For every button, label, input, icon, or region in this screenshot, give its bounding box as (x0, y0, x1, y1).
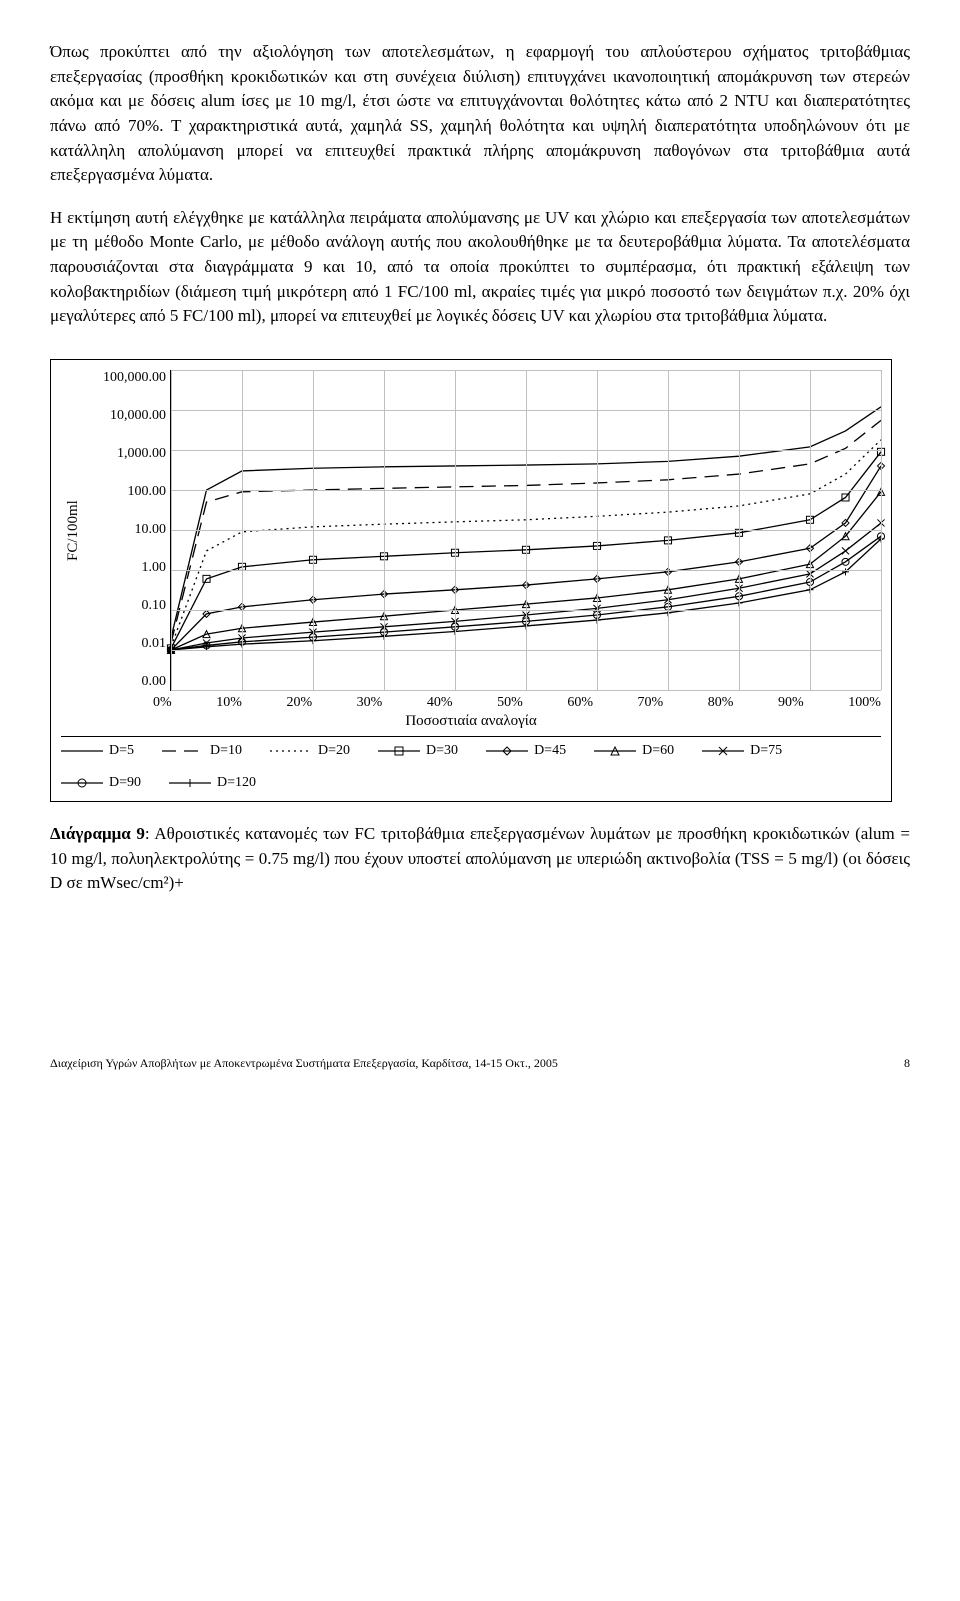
caption-body: : Αθροιστικές κατανομές των FC τριτοβάθμ… (50, 824, 910, 892)
ytick-label: 10,000.00 (110, 408, 166, 424)
legend-item: D=5 (61, 743, 134, 759)
legend-label: D=90 (109, 775, 141, 791)
legend-item: D=20 (270, 743, 350, 759)
figure-caption: Διάγραμμα 9: Αθροιστικές κατανομές των F… (50, 822, 910, 896)
chart-xlabel: Ποσοστιαία αναλογία (61, 713, 881, 730)
legend-item: D=30 (378, 743, 458, 759)
legend-item: D=10 (162, 743, 242, 759)
xtick-label: 20% (286, 695, 312, 711)
xtick-label: 60% (567, 695, 593, 711)
paragraph-2: Η εκτίμηση αυτή ελέγχθηκε με κατάλληλα π… (50, 206, 910, 329)
legend-item: D=75 (702, 743, 782, 759)
xtick-label: 100% (848, 695, 881, 711)
legend-item: D=60 (594, 743, 674, 759)
ytick-label: 1.00 (142, 560, 167, 576)
legend-label: D=45 (534, 743, 566, 759)
ytick-label: 100,000.00 (103, 370, 166, 386)
xtick-label: 80% (708, 695, 734, 711)
xtick-label: 10% (216, 695, 242, 711)
legend-label: D=5 (109, 743, 134, 759)
legend-label: D=75 (750, 743, 782, 759)
legend-label: D=20 (318, 743, 350, 759)
ytick-label: 10.00 (135, 522, 167, 538)
ytick-label: 0.00 (142, 674, 167, 690)
xtick-label: 0% (153, 695, 172, 711)
page-footer: Διαχείριση Υγρών Αποβλήτων με Αποκεντρωμ… (50, 1056, 910, 1071)
ytick-label: 0.10 (142, 598, 167, 614)
chart-ylabel: FC/100ml (61, 370, 86, 691)
xtick-label: 90% (778, 695, 804, 711)
chart-plot-area (170, 370, 881, 691)
ytick-label: 1,000.00 (117, 446, 166, 462)
xtick-label: 50% (497, 695, 523, 711)
ytick-label: 100.00 (128, 484, 167, 500)
chart-legend: D=5 D=10 D=20 D=30 D=45 D=60 D=75 D=90 D=120 (61, 736, 881, 791)
legend-item: D=120 (169, 775, 256, 791)
legend-item: D=90 (61, 775, 141, 791)
xtick-label: 40% (427, 695, 453, 711)
xtick-label: 70% (638, 695, 664, 711)
ytick-label: 0.01 (142, 636, 167, 652)
caption-head: Διάγραμμα 9 (50, 824, 145, 843)
chart-xticks: 0% 10% 20% 30% 40% 50% 60% 70% 80% 90% 100% (153, 691, 881, 711)
legend-label: D=30 (426, 743, 458, 759)
footer-text: Διαχείριση Υγρών Αποβλήτων με Αποκεντρωμ… (50, 1056, 558, 1071)
page-number: 8 (904, 1056, 910, 1071)
chart-yticks: 100,000.00 10,000.00 1,000.00 100.00 10.00 1.… (86, 370, 170, 690)
legend-label: D=120 (217, 775, 256, 791)
chart-figure-9: FC/100ml 100,000.00 10,000.00 1,000.00 100.… (50, 359, 892, 802)
paragraph-1: Όπως προκύπτει από την αξιολόγηση των απ… (50, 40, 910, 188)
legend-label: D=60 (642, 743, 674, 759)
xtick-label: 30% (357, 695, 383, 711)
legend-label: D=10 (210, 743, 242, 759)
legend-item: D=45 (486, 743, 566, 759)
